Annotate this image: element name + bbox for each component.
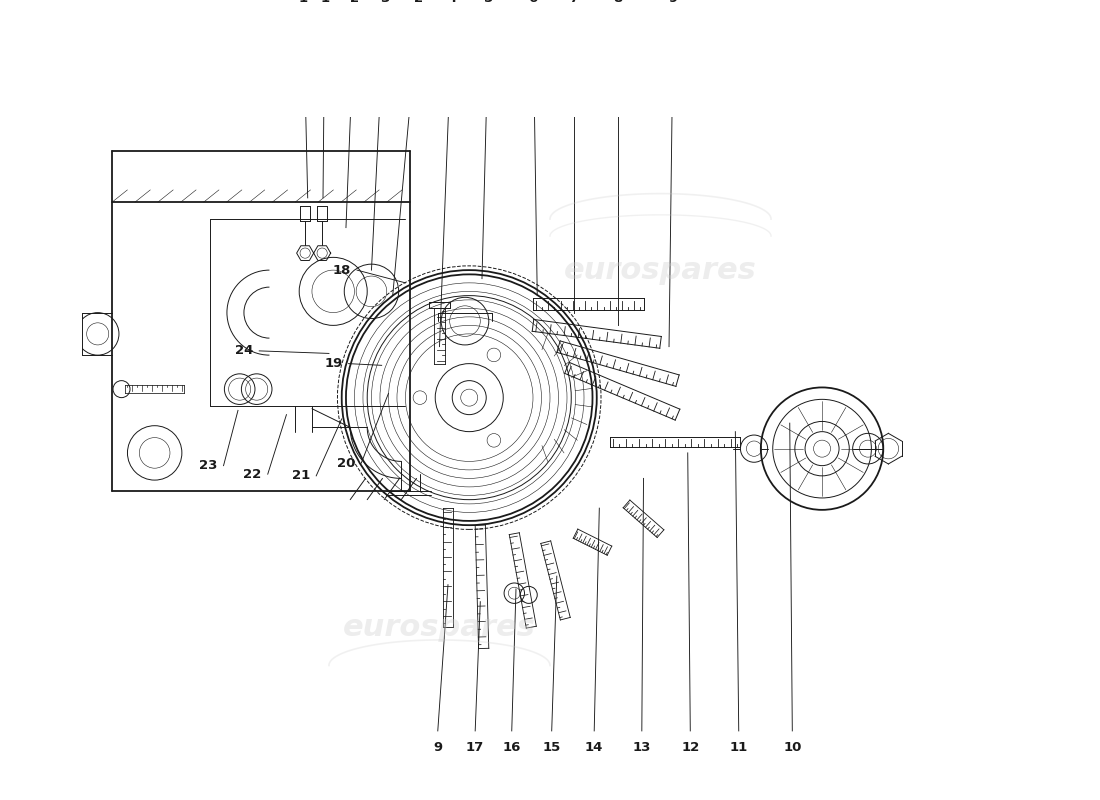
Text: eurospares: eurospares bbox=[343, 613, 536, 642]
Text: 24: 24 bbox=[234, 344, 253, 358]
Text: eurospares: eurospares bbox=[564, 256, 757, 285]
Text: 6: 6 bbox=[528, 0, 538, 5]
Text: 23: 23 bbox=[199, 459, 218, 472]
Text: 14: 14 bbox=[585, 742, 604, 754]
Text: 18: 18 bbox=[332, 264, 351, 277]
Text: 10: 10 bbox=[783, 742, 802, 754]
Text: 11: 11 bbox=[729, 742, 748, 754]
Text: 20: 20 bbox=[337, 457, 355, 470]
Text: 17: 17 bbox=[466, 742, 484, 754]
Text: 2: 2 bbox=[414, 0, 422, 5]
Text: 3: 3 bbox=[379, 0, 388, 5]
Text: 1: 1 bbox=[299, 0, 308, 5]
Text: 9: 9 bbox=[433, 742, 442, 754]
Text: 13: 13 bbox=[632, 742, 651, 754]
Text: 21: 21 bbox=[292, 470, 310, 482]
Text: 7: 7 bbox=[569, 0, 579, 5]
Text: 2: 2 bbox=[350, 0, 359, 5]
Text: 16: 16 bbox=[503, 742, 521, 754]
Text: 22: 22 bbox=[243, 468, 262, 481]
Text: 5: 5 bbox=[484, 0, 493, 5]
Text: 1: 1 bbox=[320, 0, 329, 5]
Text: 12: 12 bbox=[681, 742, 700, 754]
Text: 8: 8 bbox=[614, 0, 623, 5]
Text: 4: 4 bbox=[448, 0, 456, 5]
Text: 15: 15 bbox=[542, 742, 561, 754]
Text: 9: 9 bbox=[669, 0, 678, 5]
Text: 19: 19 bbox=[324, 357, 342, 370]
